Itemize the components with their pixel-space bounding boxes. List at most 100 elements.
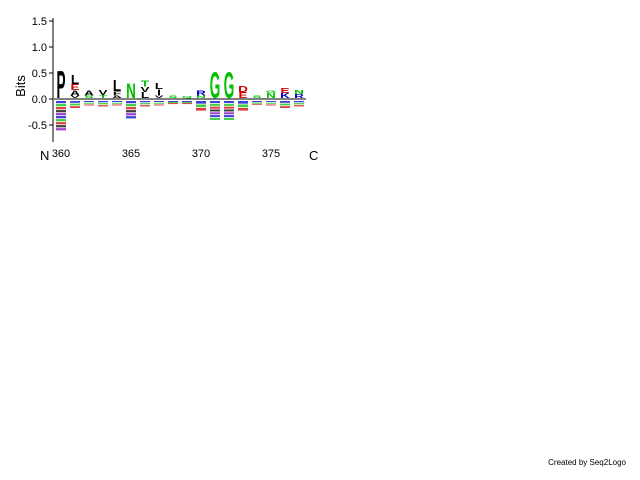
negative-letter-band: [252, 101, 262, 102]
negative-letter-band: [266, 101, 276, 102]
negative-letter-band: [112, 102, 122, 104]
negative-letter-band: [210, 112, 220, 115]
x-tick-label: 370: [192, 148, 210, 160]
logo-letter: P: [56, 63, 65, 107]
logo-letter: F: [113, 91, 121, 97]
logo-letter: E: [239, 91, 249, 100]
negative-letter-band: [56, 119, 66, 122]
negative-letter-band: [294, 105, 304, 107]
negative-letter-band: [280, 103, 290, 106]
negative-letter-band: [210, 117, 220, 120]
logo-letter: S: [253, 95, 263, 99]
logo-letter: Q: [182, 96, 193, 99]
negative-letter-band: [210, 109, 220, 112]
logo-letter: K: [280, 92, 290, 100]
negative-letter-band: [84, 101, 94, 102]
negative-letter-band: [266, 102, 276, 104]
negative-letter-band: [56, 104, 66, 107]
logo-letter: V: [98, 89, 108, 97]
negative-letter-band: [224, 106, 234, 109]
negative-letter-band: [224, 109, 234, 112]
logo-letter: N: [294, 89, 304, 95]
credit-text: Created by Seq2Logo: [548, 458, 626, 467]
logo-letter: A: [112, 95, 122, 99]
negative-letter-band: [126, 113, 136, 116]
negative-letter-band: [112, 101, 122, 102]
negative-letter-band: [224, 101, 234, 104]
logo-letter: V: [155, 95, 165, 99]
c-terminus-label: C: [309, 148, 318, 163]
negative-letter-band: [154, 104, 164, 106]
x-tick-label: 375: [262, 148, 280, 160]
n-terminus-label: N: [40, 148, 49, 163]
negative-letter-band: [224, 115, 234, 118]
logo-letter: R: [196, 89, 206, 97]
negative-letter-band: [168, 103, 178, 105]
negative-letter-band: [168, 102, 178, 104]
negative-letter-band: [182, 102, 192, 104]
negative-letter-band: [84, 104, 94, 106]
negative-letter-band: [56, 113, 66, 116]
negative-letter-band: [126, 101, 136, 104]
logo-letter: N: [266, 92, 276, 100]
negative-letter-band: [56, 116, 66, 119]
logo-letter: N: [126, 79, 136, 103]
negative-letter-band: [70, 101, 80, 103]
negative-letter-band: [56, 110, 66, 113]
negative-letter-band: [56, 125, 66, 128]
logo-letter: T: [99, 95, 107, 100]
negative-letter-band: [84, 102, 94, 104]
negative-letter-band: [182, 101, 192, 102]
logo-letter: V: [71, 95, 81, 99]
negative-letter-band: [126, 104, 136, 107]
logo-letter: L: [155, 82, 163, 91]
logo-letter: N: [196, 95, 206, 99]
negative-letter-band: [210, 103, 220, 106]
y-tick-label: 1.0: [32, 42, 47, 54]
negative-letter-band: [238, 107, 248, 111]
y-tick-label: 0.0: [32, 94, 47, 106]
negative-letter-band: [210, 101, 220, 104]
negative-letter-band: [56, 122, 66, 125]
negative-letter-band: [238, 104, 248, 108]
logo-letter: T: [141, 80, 149, 89]
x-tick-label: 360: [52, 148, 70, 160]
negative-letter-band: [224, 117, 234, 120]
y-tick-label: 0.5: [32, 68, 47, 80]
negative-letter-band: [154, 101, 164, 102]
negative-letter-band: [224, 103, 234, 106]
negative-letter-band: [196, 104, 206, 108]
negative-letter-band: [70, 103, 80, 106]
y-tick-label: 1.5: [32, 16, 47, 28]
negative-letter-band: [154, 102, 164, 104]
negative-letter-band: [224, 112, 234, 115]
logo-letter: I: [157, 89, 161, 98]
negative-letter-band: [280, 101, 290, 103]
negative-letter-band: [210, 106, 220, 109]
negative-letter-band: [294, 103, 304, 105]
negative-letter-band: [210, 115, 220, 118]
x-tick-label: 365: [122, 148, 140, 160]
x-ticks: 360 365 370 375: [52, 148, 280, 160]
negative-letter-band: [140, 103, 150, 105]
y-axis-label: Bits: [13, 75, 28, 97]
logo-letter: E: [280, 87, 289, 95]
logo-letter: D: [238, 85, 248, 94]
negative-letter-band: [252, 103, 262, 105]
negative-letter-band: [126, 110, 136, 113]
negative-letter-band: [238, 101, 248, 104]
negative-letter-band: [98, 103, 108, 105]
negative-letter-band: [196, 101, 206, 104]
negative-letter-band: [56, 107, 66, 110]
logo-letter: L: [113, 78, 121, 95]
negative-letter-band: [70, 106, 80, 108]
logo-letter: G: [224, 65, 234, 106]
logo-letter: V: [140, 86, 150, 94]
logo-letter: A: [70, 89, 80, 97]
logo-letter: E: [71, 83, 81, 92]
logo-letter: R: [294, 94, 304, 100]
negative-letter-band: [112, 104, 122, 106]
negative-stacks: [56, 101, 304, 131]
